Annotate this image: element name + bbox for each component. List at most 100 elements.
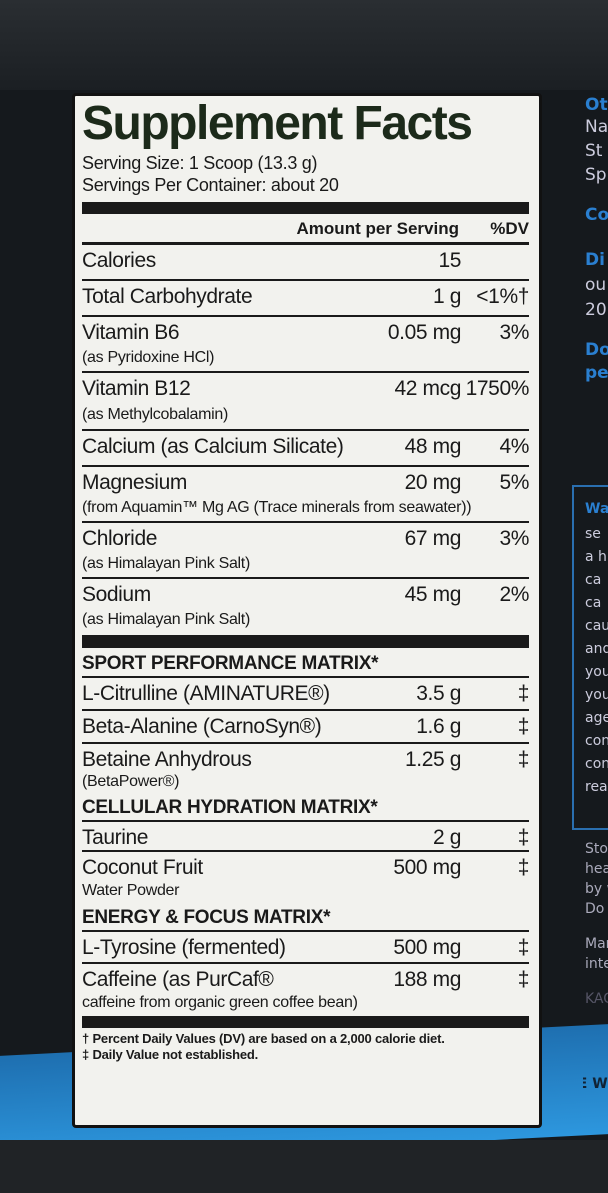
nutrient-name: Caffeine (as PurCaf®: [82, 968, 274, 991]
side-text: ca: [585, 572, 602, 588]
side-text: Wa: [585, 501, 608, 517]
side-text: pe: [585, 363, 608, 383]
supplement-facts-panel: Supplement Facts Serving Size: 1 Scoop (…: [72, 93, 542, 1128]
nutrient-amount: 3.5 g: [416, 682, 461, 705]
side-text: a h: [585, 549, 607, 565]
side-text: rea: [585, 779, 608, 795]
nutrient-dv: <1%†: [476, 285, 529, 308]
side-text: cau: [585, 618, 608, 634]
nutrient-detail: (as Methylcobalamin): [82, 405, 229, 423]
nutrient-dv: [465, 249, 529, 279]
nutrient-amount: 42 mcg: [394, 377, 462, 400]
nutrient-detail: Water Powder: [82, 881, 180, 899]
nutrient-name: Vitamin B6: [82, 321, 180, 344]
dv-header: %DV: [490, 219, 529, 238]
nutrient-amount: 0.05 mg: [387, 321, 461, 344]
side-text: con: [585, 733, 608, 749]
nutrient-dv: 3%: [499, 321, 529, 344]
side-text: Do No: [585, 901, 608, 917]
side-text: age: [585, 710, 608, 726]
nutrient-amount: 20 mg: [404, 471, 462, 494]
nutrient-name: Vitamin B12: [82, 377, 191, 400]
nutrient-amount: 48 mg: [404, 435, 462, 458]
nutrient-dv: 4%: [499, 435, 529, 458]
side-text: intern: [585, 956, 608, 972]
side-text: se: [585, 526, 601, 542]
nutrient-detail: (as Himalayan Pink Salt): [82, 554, 250, 572]
nutrient-row: Coconut Fruit 500 mg ‡ Water Powder: [82, 850, 529, 902]
serving-size: Serving Size: 1 Scoop (13.3 g): [82, 153, 318, 173]
nutrient-dv: ‡: [517, 968, 530, 991]
nutrient-dv: 3%: [499, 527, 529, 550]
footnote: ‡ Daily Value not established.: [82, 1047, 259, 1062]
side-text: NEW: [583, 1076, 608, 1092]
nutrient-name: Calcium (as Calcium Silicate): [82, 435, 344, 458]
nutrient-name: Sodium: [82, 583, 151, 606]
nutrient-amount: 188 mg: [393, 968, 461, 991]
side-text: Manu: [585, 936, 608, 952]
side-text: St: [585, 141, 603, 161]
nutrient-amount: 15: [438, 249, 461, 272]
nutrient-detail: (as Himalayan Pink Salt): [82, 610, 250, 628]
side-text: con: [585, 756, 608, 772]
nutrient-name: Magnesium: [82, 471, 187, 494]
nutrient-dv: ‡: [517, 715, 530, 738]
nutrient-row: Magnesium 20 mg 5% (from Aquamin™ Mg AG (Tr…: [82, 465, 529, 521]
nutrient-name: Betaine Anhydrous: [82, 748, 252, 771]
nutrient-name: L-Tyrosine (fermented): [82, 936, 286, 959]
nutrient-dv: 2%: [499, 583, 529, 606]
nutrient-dv: ‡: [517, 936, 530, 959]
nutrient-name: Calories: [82, 249, 156, 272]
container-base: [0, 1140, 608, 1193]
side-text: by we: [585, 881, 608, 897]
nutrient-row: Caffeine (as PurCaf® 188 mg ‡ caffeine from…: [82, 962, 529, 1014]
container-lid: [0, 0, 608, 90]
divider: [82, 202, 529, 214]
nutrient-row: Calcium (as Calcium Silicate) 48 mg 4%: [82, 429, 529, 465]
side-text: KAGE: [585, 991, 608, 1007]
nutrient-amount: 500 mg: [393, 936, 461, 959]
side-text: ou: [585, 275, 607, 295]
side-text: heat.: [585, 861, 608, 877]
nutrient-dv: ‡: [517, 826, 530, 849]
nutrient-row: L-Citrulline (AMINATURE®) 3.5 g ‡: [82, 676, 529, 709]
side-text: Store: [585, 841, 608, 857]
nutrient-row: Vitamin B6 0.05 mg 3% (as Pyridoxine HCl): [82, 315, 529, 371]
nutrient-row: L-Tyrosine (fermented) 500 mg ‡: [82, 930, 529, 962]
column-header: Amount per Serving %DV: [82, 214, 529, 245]
nutrient-dv: ‡: [517, 682, 530, 705]
section-header: CELLULAR HYDRATION MATRIX*: [82, 797, 378, 818]
amount-header: Amount per Serving: [296, 219, 459, 238]
nutrient-name: Chloride: [82, 527, 158, 550]
nutrient-row: Calories 15: [82, 245, 529, 279]
nutrient-name: Coconut Fruit: [82, 856, 203, 879]
nutrient-row: Vitamin B12 42 mcg 1750% (as Methylcobalami…: [82, 371, 529, 429]
nutrient-row: Taurine 2 g ‡: [82, 820, 529, 850]
side-text: you: [585, 687, 608, 703]
nutrient-name: L-Citrulline (AMINATURE®): [82, 682, 330, 705]
warning-box: [572, 485, 608, 830]
nutrient-detail: caffeine from organic green coffee bean): [82, 993, 358, 1011]
nutrient-row: Total Carbohydrate 1 g <1%†: [82, 279, 529, 315]
divider: [82, 635, 529, 648]
side-text: Di: [585, 250, 605, 270]
side-text: Ot: [585, 95, 608, 115]
nutrient-detail: (as Pyridoxine HCl): [82, 348, 215, 366]
nutrient-dv: 5%: [499, 471, 529, 494]
nutrient-amount: 2 g: [433, 826, 461, 849]
side-text: Na: [585, 117, 608, 137]
panel-title: Supplement Facts: [82, 97, 473, 150]
nutrient-row: Chloride 67 mg 3% (as Himalayan Pink Salt): [82, 521, 529, 577]
nutrient-row: Betaine Anhydrous 1.25 g ‡ (BetaPower®): [82, 742, 529, 792]
nutrient-row: Beta-Alanine (CarnoSyn®) 1.6 g ‡: [82, 709, 529, 742]
side-text: and: [585, 641, 608, 657]
nutrient-amount: 500 mg: [393, 856, 461, 879]
side-text: ca: [585, 595, 602, 611]
nutrient-amount: 67 mg: [404, 527, 462, 550]
nutrient-detail: (from Aquamin™ Mg AG (Trace minerals fro…: [82, 498, 472, 516]
nutrient-detail: (BetaPower®): [82, 772, 180, 790]
side-text: 20: [585, 300, 607, 320]
section-header: SPORT PERFORMANCE MATRIX*: [82, 653, 379, 674]
side-text: Do: [585, 340, 608, 360]
servings-per-container: Servings Per Container: about 20: [82, 175, 339, 195]
